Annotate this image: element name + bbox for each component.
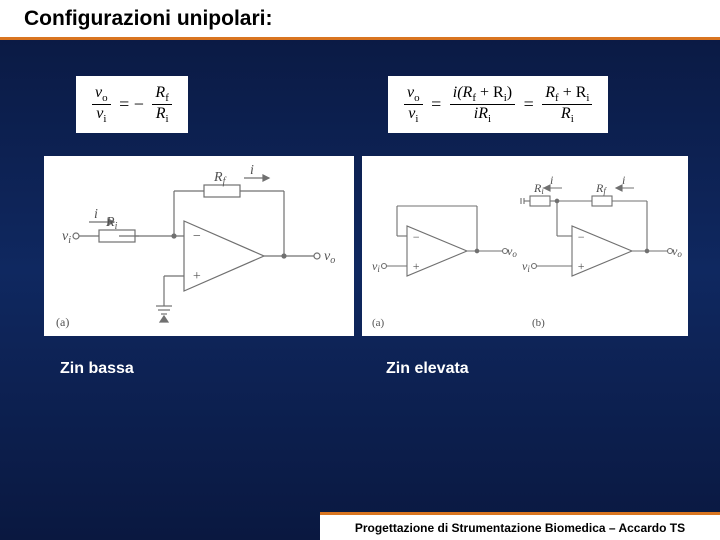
- svg-text:vo: vo: [324, 249, 335, 266]
- footer-text: Progettazione di Strumentazione Biomedic…: [355, 521, 685, 535]
- page-title: Configurazioni unipolari:: [24, 7, 272, 31]
- circuit-inverting-svg: − + vi vo Ri Rf i i (a): [44, 156, 354, 336]
- footer-bar: Progettazione di Strumentazione Biomedic…: [320, 512, 720, 540]
- circuit-noninverting-svg: − + − + vi vo vi vo Ri Rf i i (a) (b): [362, 156, 688, 336]
- caption-zin-high: Zin elevata: [386, 360, 469, 378]
- formula-inverting: vo vi = − Rf Ri: [76, 76, 188, 133]
- svg-text:(a): (a): [372, 317, 385, 329]
- svg-text:i: i: [622, 173, 625, 187]
- svg-text:vo: vo: [672, 244, 682, 259]
- svg-text:(a): (a): [56, 315, 69, 329]
- svg-text:vo: vo: [507, 244, 517, 259]
- svg-text:(b): (b): [532, 317, 545, 329]
- svg-text:vi: vi: [522, 259, 530, 274]
- svg-text:vi: vi: [62, 229, 71, 246]
- svg-text:i: i: [250, 163, 254, 178]
- svg-text:i: i: [550, 173, 553, 187]
- diagram-noninverting: − + − + vi vo vi vo Ri Rf i i (a) (b): [362, 156, 688, 336]
- content-area: vo vi = − Rf Ri vo vi = i(Rf + Ri) iRi =…: [0, 40, 720, 500]
- caption-zin-low: Zin bassa: [60, 360, 134, 378]
- svg-text:Rf: Rf: [595, 181, 607, 196]
- formula-noninverting: vo vi = i(Rf + Ri) iRi = Rf + Ri Ri: [388, 76, 608, 133]
- svg-text:−: −: [412, 230, 420, 244]
- svg-text:Ri: Ri: [105, 215, 118, 232]
- svg-text:+: +: [577, 259, 585, 273]
- svg-text:vi: vi: [372, 259, 380, 274]
- svg-text:Rf: Rf: [213, 170, 227, 187]
- svg-text:+: +: [412, 259, 420, 273]
- svg-text:−: −: [577, 230, 585, 244]
- svg-text:Ri: Ri: [533, 181, 544, 196]
- svg-text:i: i: [94, 207, 98, 222]
- title-bar: Configurazioni unipolari:: [0, 0, 720, 40]
- diagram-inverting: − + vi vo Ri Rf i i (a): [44, 156, 354, 336]
- svg-text:+: +: [192, 269, 201, 284]
- svg-text:−: −: [192, 229, 201, 244]
